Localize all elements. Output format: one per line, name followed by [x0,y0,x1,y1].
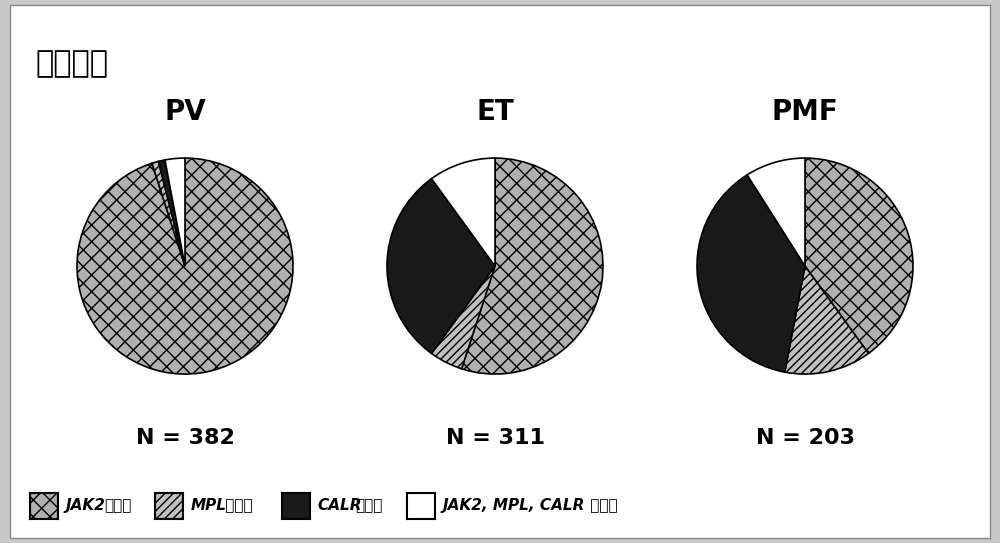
Wedge shape [432,158,495,266]
Text: CALR: CALR [318,498,362,513]
Wedge shape [805,158,913,353]
Wedge shape [387,179,495,353]
Text: N = 382: N = 382 [136,428,234,448]
Title: PMF: PMF [772,98,838,126]
Text: N = 203: N = 203 [756,428,854,448]
Text: 突变体: 突变体 [356,498,383,513]
FancyBboxPatch shape [30,493,58,519]
Text: N = 311: N = 311 [446,428,544,448]
Text: MPL: MPL [191,498,227,513]
Text: 突变体: 突变体 [104,498,131,513]
Wedge shape [432,266,495,369]
Wedge shape [152,161,185,266]
Wedge shape [785,266,868,374]
Text: 野生型: 野生型 [585,498,618,513]
Text: JAK2, MPL, CALR: JAK2, MPL, CALR [443,498,585,513]
Wedge shape [158,160,185,266]
FancyBboxPatch shape [155,493,183,519]
Text: 突变体: 突变体 [220,498,252,513]
Wedge shape [697,175,805,372]
Wedge shape [747,158,805,266]
Text: JAK2: JAK2 [66,498,106,513]
Wedge shape [165,158,185,266]
Wedge shape [77,158,293,374]
Text: 突变分布: 突变分布 [35,49,108,78]
Title: ET: ET [476,98,514,126]
Title: PV: PV [164,98,206,126]
Wedge shape [462,158,603,374]
